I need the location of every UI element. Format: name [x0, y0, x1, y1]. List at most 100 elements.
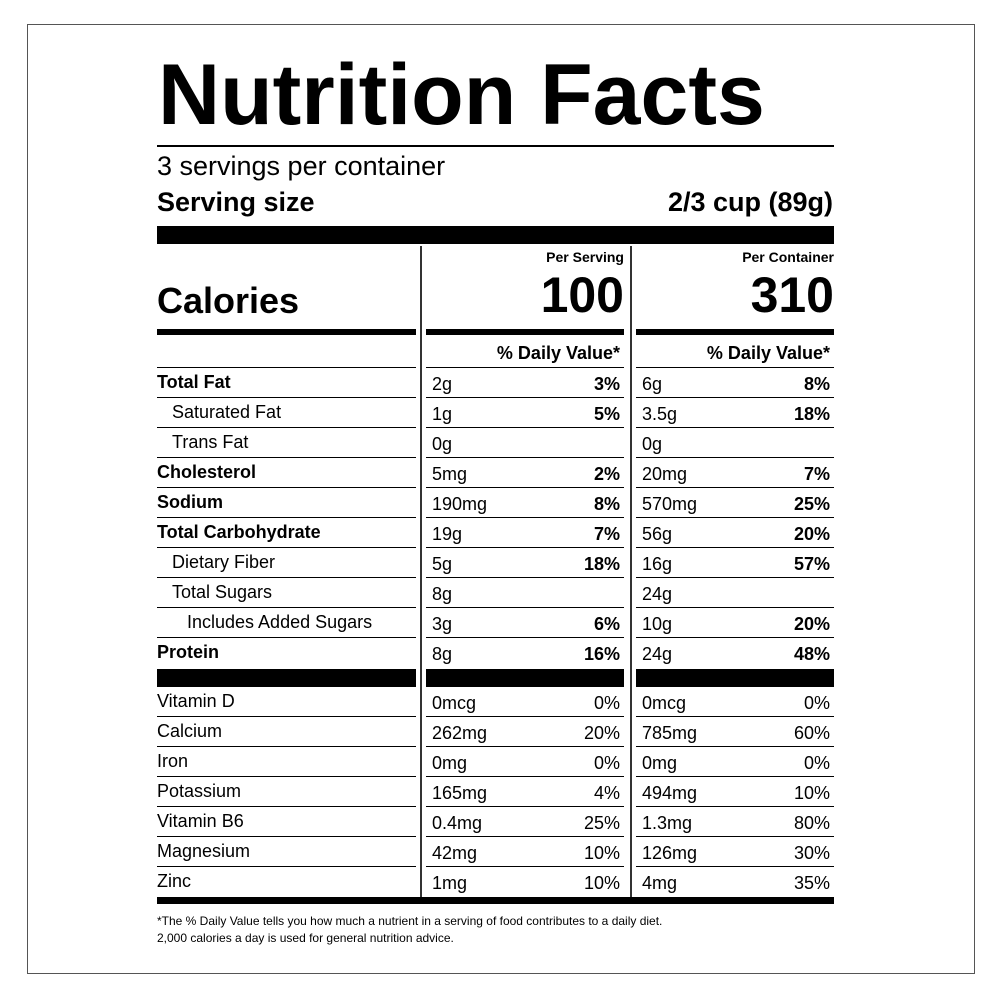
container-daily-value: 30%	[793, 843, 830, 863]
calories-per-container: 310	[750, 267, 834, 323]
container-amount: 20mg	[642, 464, 688, 484]
thick-divider	[157, 226, 834, 244]
vitamin-name: Calcium	[157, 721, 223, 741]
nutrient-name: Protein	[157, 642, 220, 662]
serving-daily-value: 0%	[593, 693, 620, 713]
serving-daily-value: 0%	[593, 753, 620, 773]
container-amount: 3.5g	[642, 404, 678, 424]
serving-amount: 5g	[432, 554, 453, 574]
column-divider-serving	[420, 246, 422, 897]
serving-daily-value: 16%	[583, 644, 620, 664]
serving-daily-value: 7%	[593, 524, 620, 544]
serving-amount: 1g	[432, 404, 453, 424]
serving-amount: 165mg	[432, 783, 488, 803]
container-amount: 4mg	[642, 873, 678, 893]
vitamin-container-row: 0mg 0%	[636, 747, 834, 777]
calories-bar-name	[157, 329, 416, 335]
nutrient-serving-row: 8g 16%	[426, 638, 624, 668]
serving-daily-value: 18%	[583, 554, 620, 574]
serving-size-label: Serving size	[157, 187, 315, 217]
container-amount: 0mg	[642, 753, 678, 773]
dv-header-line-serving	[426, 367, 624, 368]
nutrient-serving-row: 5g 18%	[426, 548, 624, 578]
vitamin-name: Vitamin D	[157, 691, 235, 711]
container-amount: 56g	[642, 524, 673, 544]
nutrient-row: Includes Added Sugars	[157, 608, 416, 638]
container-daily-value: 0%	[803, 753, 830, 773]
serving-amount: 190mg	[432, 494, 488, 514]
title-divider	[157, 145, 834, 147]
vitamin-container-row: 126mg 30%	[636, 837, 834, 867]
dv-header-blank	[157, 337, 416, 368]
nutrient-name-column: Total Fat Saturated Fat Trans Fat Cholester…	[157, 368, 416, 668]
serving-daily-value: 4%	[593, 783, 620, 803]
vitamin-serving-row: 42mg 10%	[426, 837, 624, 867]
per-container-column: 6g 8% 3.5g 18% 0g 20mg 7% 570mg 25% 56g 20% 16g 57% 2…	[636, 368, 834, 668]
container-daily-value: 7%	[803, 464, 830, 484]
nutrient-serving-row: 1g 5%	[426, 398, 624, 428]
bottom-bar	[157, 897, 834, 904]
nutrient-serving-row: 8g	[426, 578, 624, 608]
calories-bar-serving	[426, 329, 624, 335]
nutrient-name: Cholesterol	[157, 462, 257, 482]
nutrient-name: Total Fat	[157, 372, 231, 392]
vitamin-serving-row: 0mg 0%	[426, 747, 624, 777]
vitamin-name-column: Vitamin D Calcium Iron Potassium Vitamin B6 M…	[157, 687, 416, 897]
vitamin-band-serving	[426, 669, 624, 687]
vitamin-container-row: 494mg 10%	[636, 777, 834, 807]
label-title: Nutrition Facts	[158, 47, 765, 143]
vitamin-band-container	[636, 669, 834, 687]
nutrition-label: Nutrition Facts 3 servings per container…	[27, 24, 975, 974]
container-amount: 570mg	[642, 494, 698, 514]
vitamin-container-row: 4mg 35%	[636, 867, 834, 897]
serving-daily-value: 5%	[593, 404, 620, 424]
serving-daily-value: 2%	[593, 464, 620, 484]
vitamin-row: Vitamin D	[157, 687, 416, 717]
nutrient-serving-row: 0g	[426, 428, 624, 458]
serving-amount: 262mg	[432, 723, 488, 743]
vitamin-container-row: 785mg 60%	[636, 717, 834, 747]
vitamin-row: Vitamin B6	[157, 807, 416, 837]
nutrient-container-row: 3.5g 18%	[636, 398, 834, 428]
container-daily-value: 20%	[793, 524, 830, 544]
nutrient-container-row: 10g 20%	[636, 608, 834, 638]
container-amount: 24g	[642, 644, 673, 664]
container-amount: 24g	[642, 584, 673, 604]
serving-daily-value: 8%	[593, 494, 620, 514]
container-amount: 1.3mg	[642, 813, 693, 833]
nutrient-container-row: 6g 8%	[636, 368, 834, 398]
container-amount: 126mg	[642, 843, 698, 863]
nutrient-container-row: 24g	[636, 578, 834, 608]
serving-amount: 0g	[432, 434, 453, 454]
dv-header-container: % Daily Value*	[706, 343, 830, 363]
serving-amount: 1mg	[432, 873, 468, 893]
vitamin-name: Zinc	[157, 871, 192, 891]
nutrient-row: Total Fat	[157, 368, 416, 398]
vitamin-serving-row: 262mg 20%	[426, 717, 624, 747]
vitamin-row: Calcium	[157, 717, 416, 747]
footnote-line-2: 2,000 calories a day is used for general…	[157, 931, 454, 945]
nutrient-container-row: 570mg 25%	[636, 488, 834, 518]
nutrient-serving-row: 190mg 8%	[426, 488, 624, 518]
nutrient-row: Trans Fat	[157, 428, 416, 458]
serving-daily-value: 6%	[593, 614, 620, 634]
serving-amount: 8g	[432, 584, 453, 604]
calories-label: Calories	[157, 280, 300, 321]
serving-amount: 3g	[432, 614, 453, 634]
servings-per-container: 3 servings per container	[157, 151, 446, 181]
vitamin-row: Magnesium	[157, 837, 416, 867]
container-amount: 16g	[642, 554, 673, 574]
serving-amount: 0.4mg	[432, 813, 483, 833]
vitamin-serving-column: 0mcg 0% 262mg 20% 0mg 0% 165mg 4% 0.4mg 25% 42mg 10…	[426, 687, 624, 897]
container-daily-value: 25%	[793, 494, 830, 514]
dv-header-line-container	[636, 367, 834, 368]
serving-amount: 5mg	[432, 464, 468, 484]
vitamin-name: Vitamin B6	[157, 811, 244, 831]
nutrient-container-row: 20mg 7%	[636, 458, 834, 488]
nutrient-name: Saturated Fat	[172, 402, 282, 422]
nutrient-name: Includes Added Sugars	[187, 612, 373, 632]
serving-daily-value: 10%	[583, 873, 620, 893]
container-daily-value: 80%	[793, 813, 830, 833]
vitamin-container-column: 0mcg 0% 785mg 60% 0mg 0% 494mg 10% 1.3mg 80% 126mg…	[636, 687, 834, 897]
serving-amount: 8g	[432, 644, 453, 664]
